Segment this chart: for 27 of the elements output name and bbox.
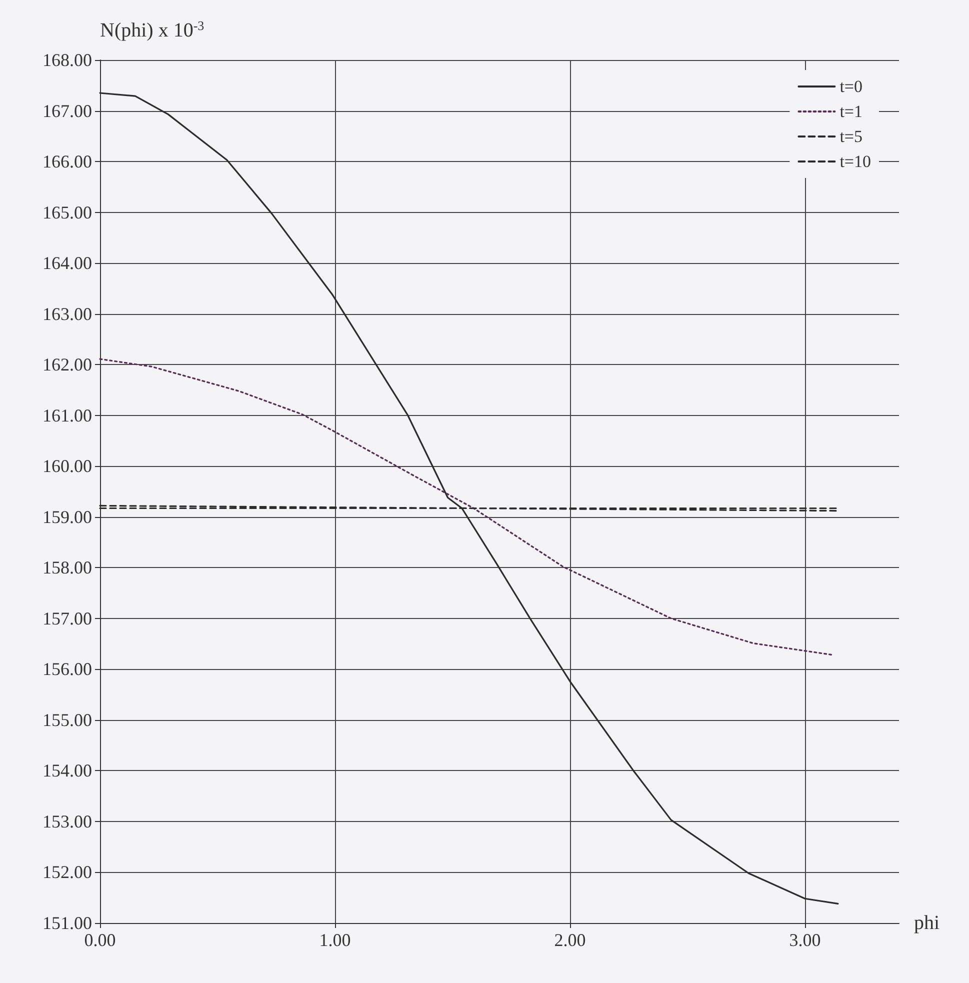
y-tick-label: 160.00 <box>42 456 92 476</box>
x-tick-label: 3.00 <box>789 930 821 950</box>
y-tick-label: 165.00 <box>42 202 92 222</box>
y-tick-label: 151.00 <box>42 913 92 933</box>
y-tick-label: 156.00 <box>42 659 92 680</box>
x-axis-title: phi <box>914 912 940 934</box>
y-tick-label: 152.00 <box>42 862 92 882</box>
y-tick-label: 161.00 <box>42 405 92 426</box>
y-tick-label: 163.00 <box>42 304 92 324</box>
y-tick-label: 166.00 <box>42 152 92 172</box>
legend-label: t=0 <box>840 77 862 96</box>
y-tick-label: 158.00 <box>42 558 92 578</box>
y-tick-label: 154.00 <box>42 760 92 781</box>
legend-label: t=10 <box>840 152 871 171</box>
x-tick-label: 0.00 <box>84 930 116 950</box>
y-tick-label: 164.00 <box>42 253 92 274</box>
x-tick-label: 1.00 <box>319 930 351 950</box>
y-tick-label: 157.00 <box>42 608 92 628</box>
y-tick-label: 153.00 <box>42 811 92 832</box>
y-tick-label: 167.00 <box>42 100 92 121</box>
legend-label: t=5 <box>840 127 862 146</box>
x-tick-label: 2.00 <box>554 930 586 950</box>
y-tick-label: 159.00 <box>42 506 92 527</box>
y-tick-label: 162.00 <box>42 354 92 375</box>
y-tick-label: 155.00 <box>42 710 92 730</box>
y-tick-label: 168.00 <box>42 50 92 70</box>
legend-label: t=1 <box>840 102 862 121</box>
